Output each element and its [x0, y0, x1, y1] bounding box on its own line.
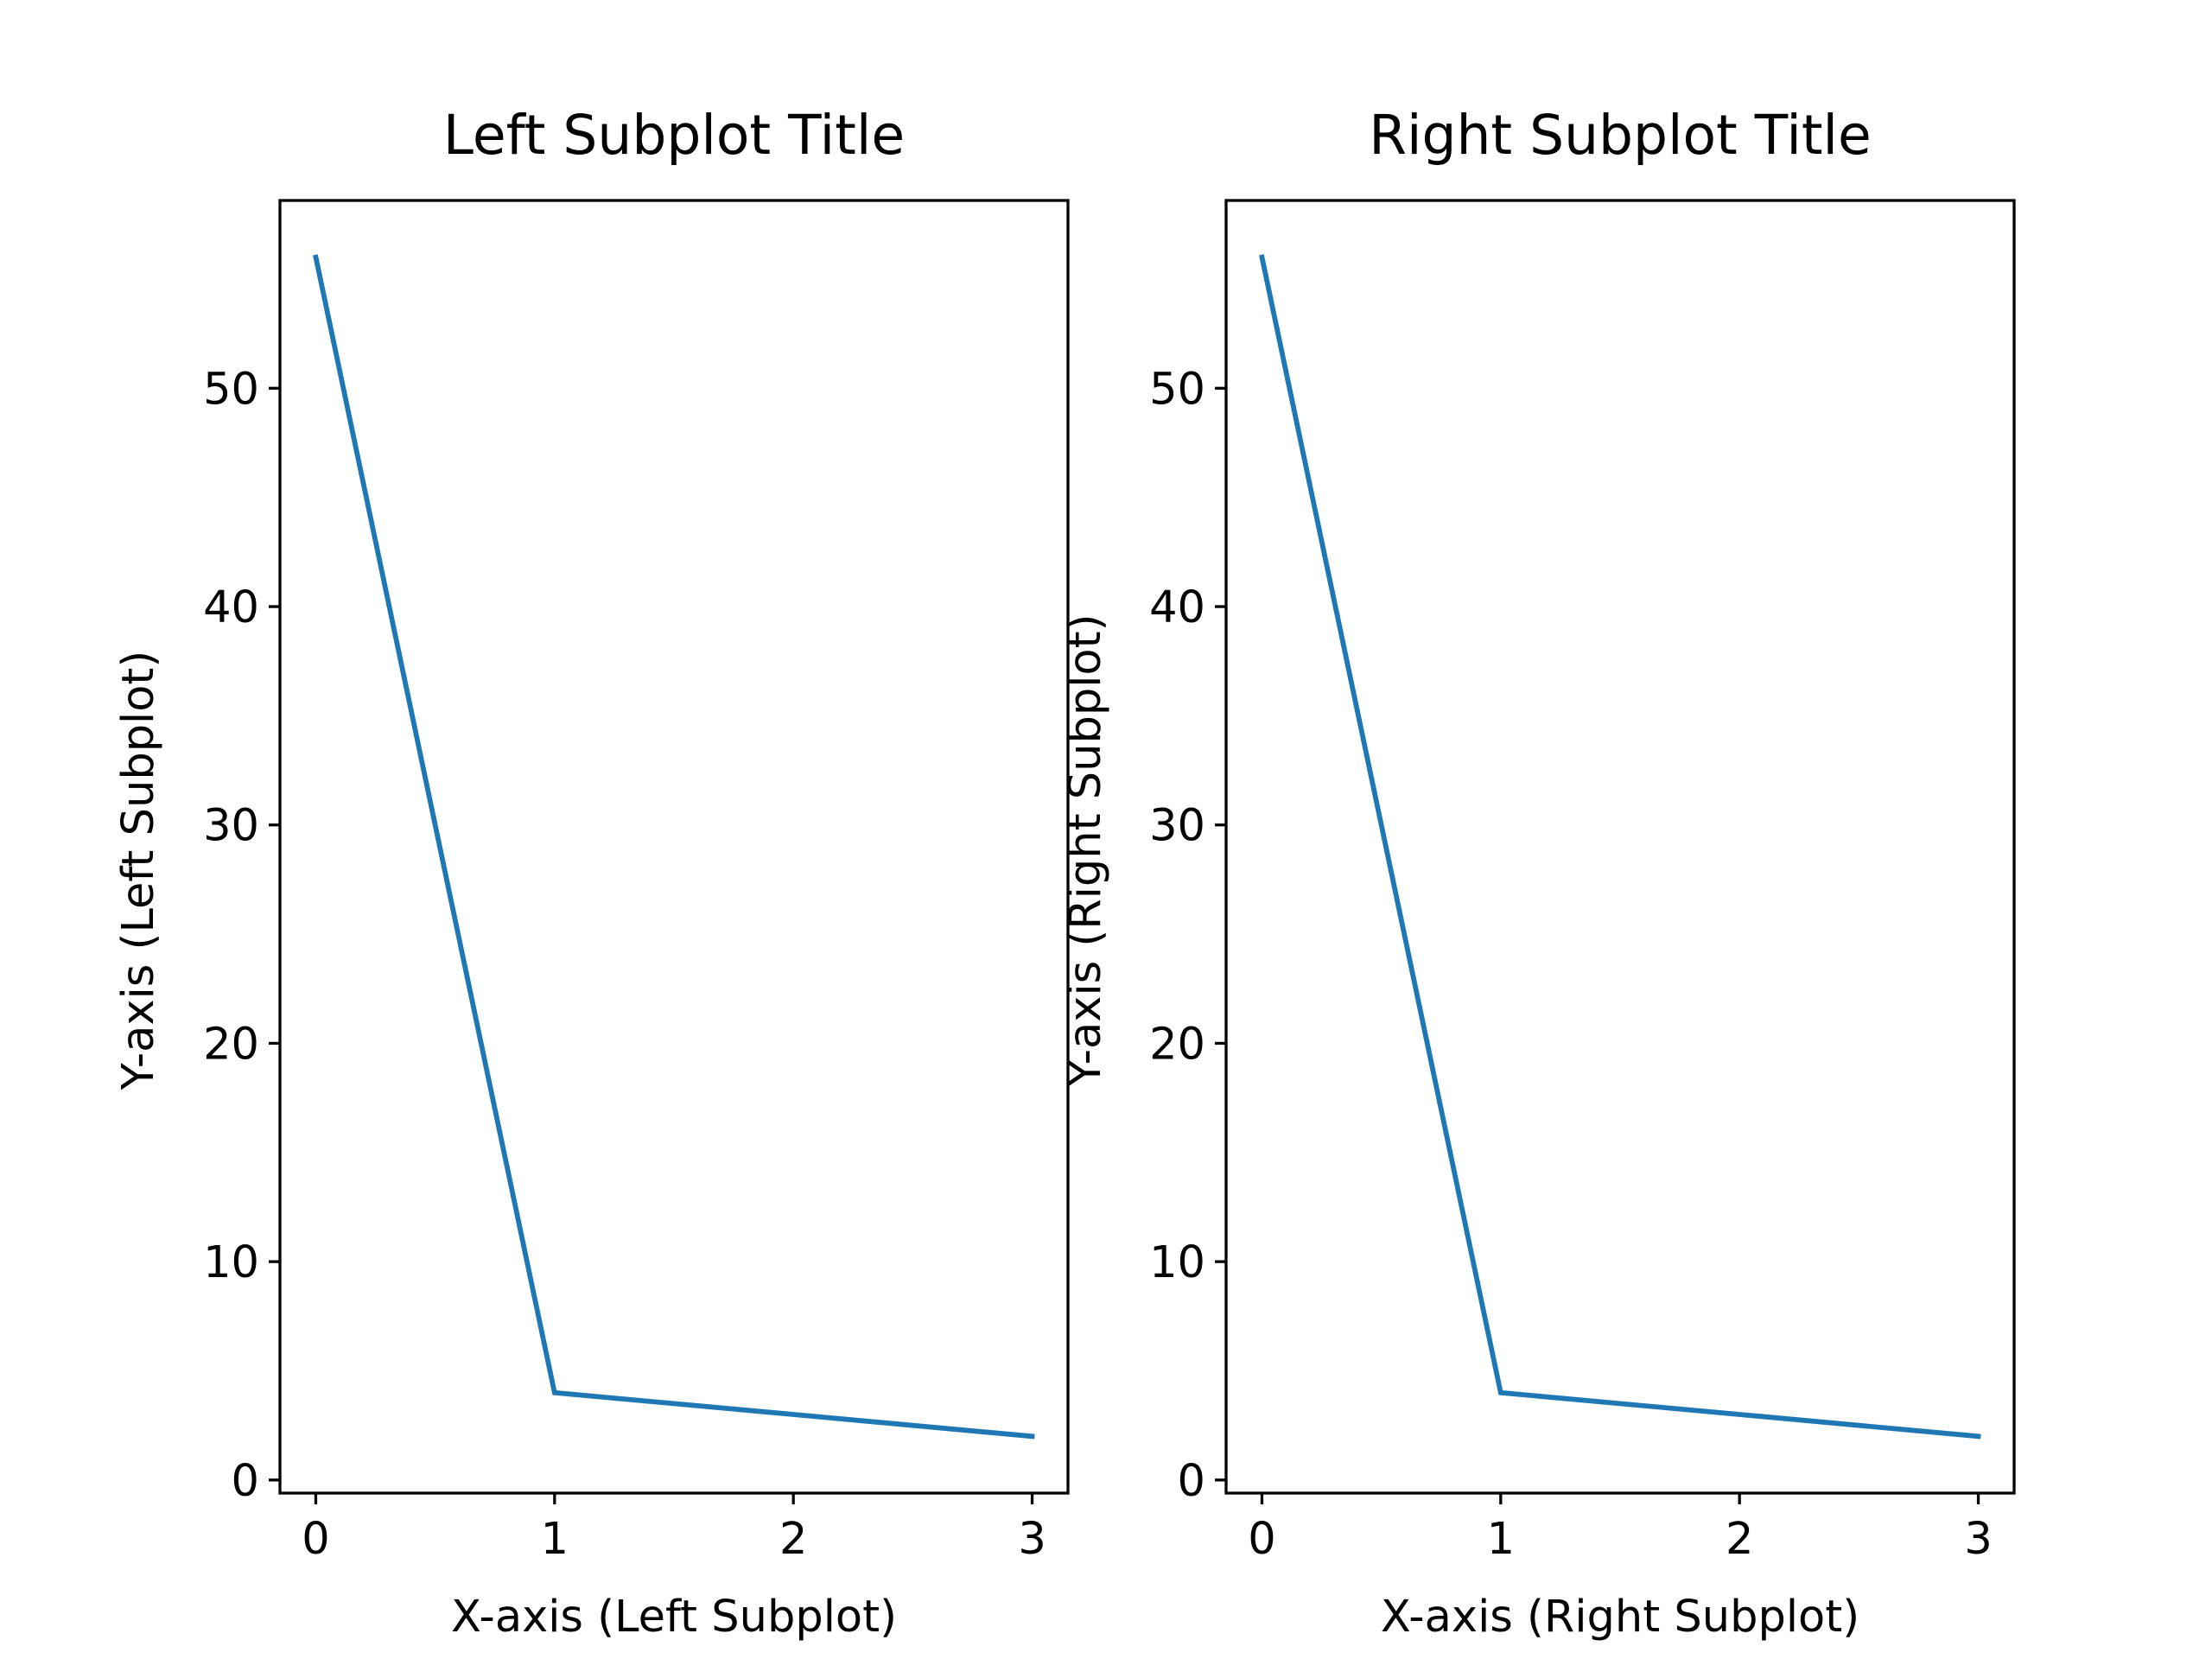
y-tick-label: 40 — [203, 582, 259, 633]
y-tick-label: 50 — [1149, 364, 1205, 415]
x-tick-label: 2 — [1726, 1514, 1753, 1565]
y-tick-label: 20 — [203, 1019, 259, 1070]
left-subplot-xlabel: X-axis (Left Subplot) — [451, 1592, 897, 1643]
left-subplot-plot-area — [278, 199, 1070, 1495]
right-subplot: Right Subplot Title 0 10 20 30 40 50 0 1 2 3 X-a… — [1060, 104, 2016, 1643]
y-tick-label: 20 — [1149, 1019, 1205, 1070]
right-subplot-x-ticks: 0 1 2 3 — [1248, 1493, 1993, 1565]
x-tick-label: 0 — [302, 1514, 329, 1565]
left-subplot-axes-frame — [278, 199, 1070, 1495]
left-subplot-ylabel: Y-axis (Left Subplot) — [113, 651, 164, 1091]
x-tick-label: 2 — [779, 1514, 807, 1565]
right-subplot-ylabel: Y-axis (Right Subplot) — [1060, 613, 1111, 1087]
left-subplot-title: Left Subplot Title — [443, 104, 905, 167]
right-subplot-title: Right Subplot Title — [1369, 104, 1872, 167]
y-tick-label: 0 — [232, 1456, 259, 1507]
left-subplot-y-ticks: 0 10 20 30 40 50 — [203, 364, 280, 1507]
right-subplot-axes-frame — [1224, 199, 2016, 1495]
right-subplot-xlabel: X-axis (Right Subplot) — [1381, 1592, 1859, 1643]
y-tick-label: 50 — [203, 364, 259, 415]
right-subplot-series-line — [1259, 254, 1981, 1440]
y-tick-label: 10 — [1149, 1237, 1205, 1288]
right-subplot-plot-area — [1224, 199, 2016, 1495]
x-tick-label: 1 — [541, 1514, 569, 1565]
y-tick-label: 30 — [203, 801, 259, 852]
left-subplot-series-line — [313, 254, 1035, 1440]
y-tick-label: 30 — [1149, 801, 1205, 852]
left-subplot-x-ticks: 0 1 2 3 — [302, 1493, 1046, 1565]
x-tick-label: 3 — [1018, 1514, 1046, 1565]
y-tick-label: 0 — [1178, 1456, 1205, 1507]
x-tick-label: 0 — [1248, 1514, 1275, 1565]
y-tick-label: 40 — [1149, 582, 1205, 633]
x-tick-label: 3 — [1964, 1514, 1992, 1565]
right-subplot-y-ticks: 0 10 20 30 40 50 — [1149, 364, 1226, 1507]
x-tick-label: 1 — [1487, 1514, 1515, 1565]
left-subplot: Left Subplot Title 0 10 20 30 40 50 0 1 2 3 X-ax… — [113, 104, 1070, 1643]
y-tick-label: 10 — [203, 1237, 259, 1288]
